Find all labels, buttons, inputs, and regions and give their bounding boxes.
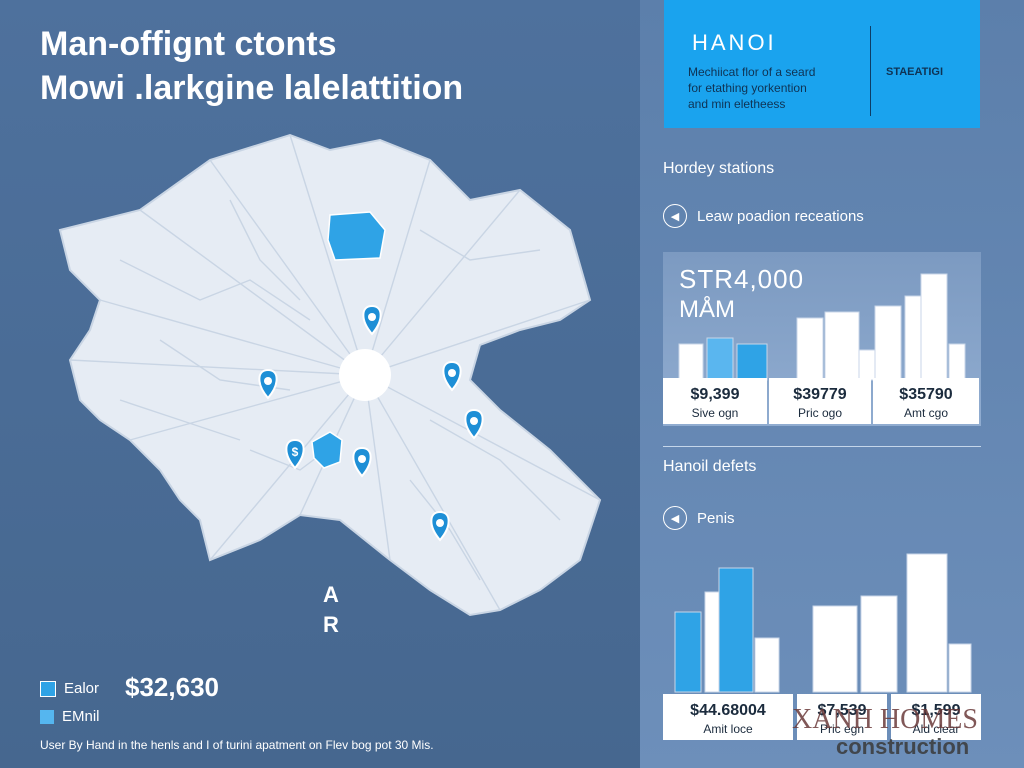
title-line-2: Mowi .larkgine lalelattition bbox=[40, 69, 464, 107]
hanoi-description: Mechiicat flor of a seard for etathing y… bbox=[688, 64, 848, 112]
title-line-1: Man-offignt ctonts bbox=[40, 25, 337, 63]
price-box: $9,399 Sive ogn bbox=[663, 378, 767, 424]
price-value: $35790 bbox=[899, 386, 953, 403]
hanoi-title: HANOI bbox=[692, 30, 777, 55]
location-pin-icon[interactable]: $ bbox=[285, 438, 305, 470]
legend-item-emnil: EMnil bbox=[40, 708, 100, 725]
skyline-illustration bbox=[674, 553, 972, 693]
pin-icon: ◀ bbox=[663, 204, 687, 228]
price-value: $44.68004 bbox=[690, 702, 766, 719]
hanoi-desc-line: Mechiicat flor of a seard bbox=[688, 65, 816, 79]
watermark-subtext: construction bbox=[836, 734, 970, 759]
main-price: $32,630 bbox=[125, 672, 219, 702]
city-outline bbox=[58, 133, 602, 617]
price-box: $35790 Amt cgo bbox=[873, 378, 979, 424]
compass-r: R bbox=[323, 612, 339, 637]
stations-item[interactable]: ◀ Leaw poadion receations bbox=[663, 204, 864, 228]
pin-icon: ◀ bbox=[663, 506, 687, 530]
location-pin-icon[interactable] bbox=[442, 360, 462, 392]
price-box: $1,599 Ald clear bbox=[891, 694, 981, 740]
price-card-primary: STR4,000 MÅM $9,399 Sive ogn $39779 Pric… bbox=[663, 252, 981, 426]
defects-item[interactable]: ◀ Penis bbox=[663, 506, 735, 530]
skyline-illustration bbox=[678, 273, 966, 381]
compass: A R bbox=[318, 580, 344, 640]
pin-label: $ bbox=[292, 445, 299, 459]
card-headline: STR4,000 bbox=[679, 264, 805, 294]
price-box: $44.68004 Amit loce bbox=[663, 694, 793, 740]
price-label: Sive ogn bbox=[691, 406, 739, 420]
legend-label: Ealor bbox=[64, 680, 100, 697]
price-label: Pric egn bbox=[819, 722, 865, 736]
stations-item-label: Leaw poadion receations bbox=[697, 207, 864, 225]
location-pin-icon[interactable] bbox=[430, 510, 450, 542]
price-value: $7,539 bbox=[817, 702, 867, 719]
price-box: $7,539 Pric egn bbox=[797, 694, 887, 740]
price-label: Amit loce bbox=[703, 722, 753, 736]
price-label: Amt cgo bbox=[903, 406, 948, 420]
section-divider bbox=[663, 446, 981, 447]
hanoi-desc-line: and min eletheess bbox=[688, 97, 786, 111]
hanoi-right-label: STAEATIGI bbox=[886, 66, 944, 78]
location-pin-icon[interactable] bbox=[258, 368, 278, 400]
price-value: $1,599 bbox=[911, 702, 961, 719]
location-pin-icon[interactable] bbox=[362, 304, 382, 336]
footer-note: User By Hand in the henls and I of turin… bbox=[40, 738, 434, 752]
legend-item-ealor: Ealor bbox=[40, 680, 99, 697]
highlight-district-south[interactable] bbox=[311, 431, 343, 469]
price-value: $39779 bbox=[793, 386, 847, 403]
price-box: $39779 Pric ogo bbox=[769, 378, 871, 424]
stations-heading: Hordey stations bbox=[663, 160, 775, 177]
legend-label: EMnil bbox=[62, 708, 100, 725]
price-value: $9,399 bbox=[690, 386, 740, 403]
highlight-district-north[interactable] bbox=[327, 211, 386, 261]
hanoi-desc-line: for etathing yorkention bbox=[688, 81, 807, 95]
price-card-secondary: $44.68004 Amit loce $7,539 Pric egn $1,5… bbox=[663, 540, 981, 740]
location-pin-icon[interactable] bbox=[352, 446, 372, 478]
legend-swatch-icon bbox=[40, 680, 56, 697]
defects-item-label: Penis bbox=[697, 509, 735, 527]
compass-a: A bbox=[323, 582, 339, 607]
hanoi-header-card: HANOI Mechiicat flor of a seard for etat… bbox=[664, 0, 980, 128]
district-map[interactable]: $ bbox=[0, 0, 640, 768]
watermark-logo: XANH HOMES bbox=[792, 704, 978, 735]
location-pin-icon[interactable] bbox=[464, 408, 484, 440]
price-label: Pric ogo bbox=[797, 406, 843, 420]
defects-heading: Hanoil defets bbox=[663, 458, 757, 475]
price-label: Ald clear bbox=[912, 722, 960, 736]
city-center bbox=[339, 349, 391, 401]
divider bbox=[870, 26, 871, 116]
card-subtitle: MÅM bbox=[679, 296, 735, 323]
legend-swatch-icon bbox=[40, 709, 54, 724]
page-title: Man-offignt ctonts Mowi .larkgine lalela… bbox=[40, 22, 463, 110]
